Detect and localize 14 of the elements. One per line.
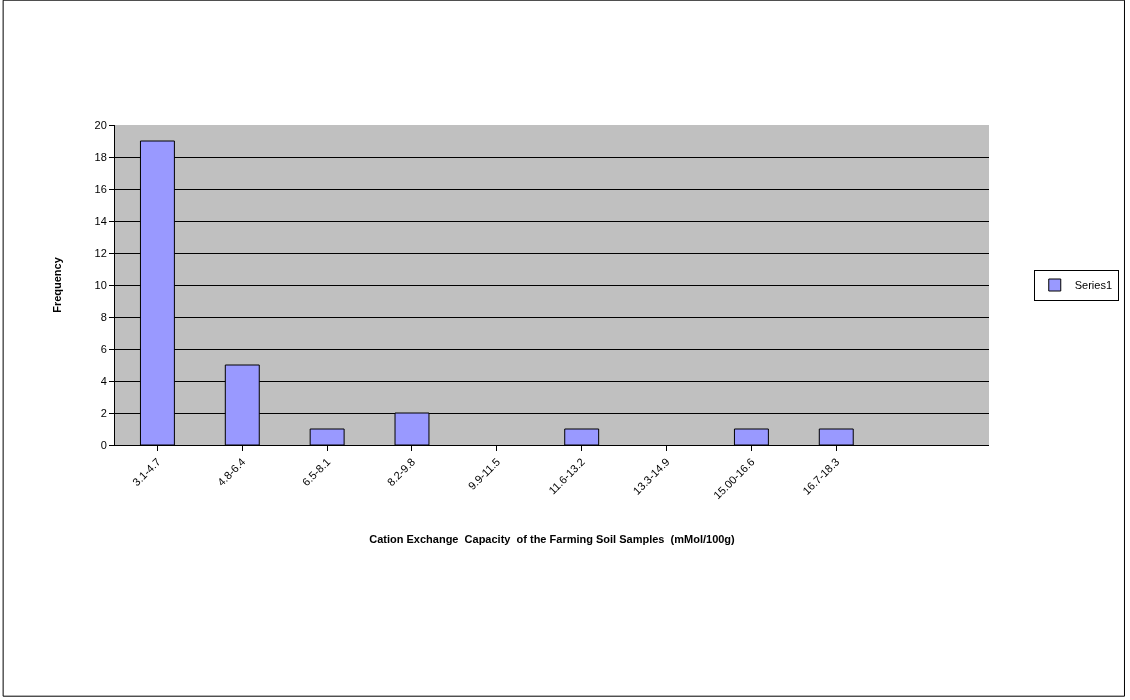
y-tick-label: 12 — [94, 246, 107, 259]
y-tick-label: 20 — [94, 118, 107, 131]
y-tick-label: 18 — [94, 150, 107, 163]
y-tick-label: 16 — [94, 182, 107, 195]
y-tick-label: 10 — [94, 278, 107, 291]
y-tick-label: 2 — [100, 406, 107, 419]
x-axis-title: Cation Exchange Capacity of the Farming Soil Samples (mMol/100g) — [369, 533, 736, 546]
legend-label: Series1 — [1074, 279, 1113, 292]
y-tick-label: 6 — [100, 342, 107, 355]
y-axis-title: Frequency — [51, 256, 64, 313]
y-tick-label: 14 — [94, 214, 107, 227]
y-tick-label: 8 — [100, 310, 107, 323]
y-tick-label: 0 — [100, 438, 107, 451]
y-tick-label: 4 — [100, 374, 107, 387]
